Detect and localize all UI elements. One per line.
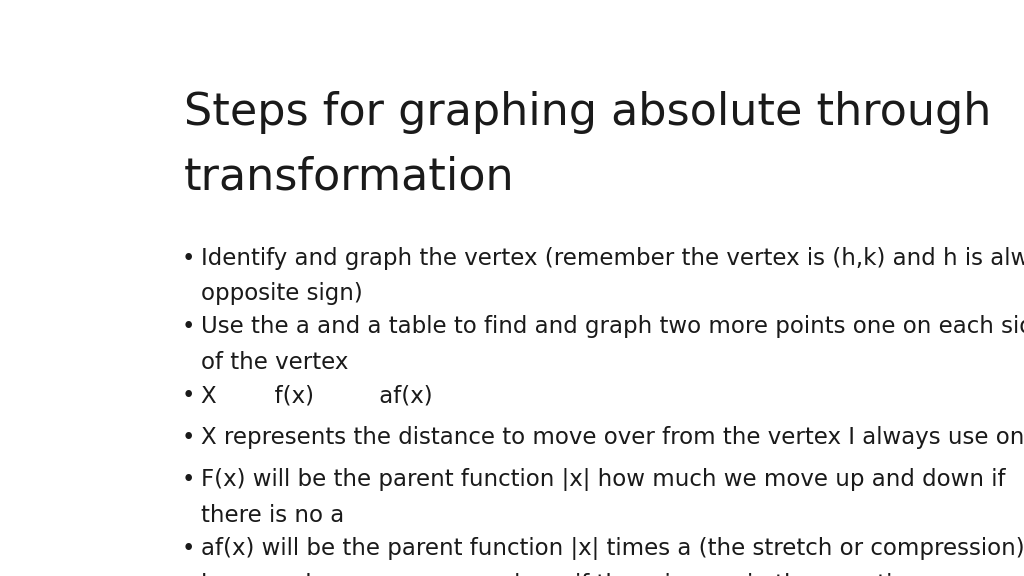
Text: of the vertex: of the vertex — [201, 351, 348, 374]
Text: transformation: transformation — [183, 156, 514, 199]
Text: how much we move up or down if there is an a in the equation: how much we move up or down if there is … — [201, 573, 921, 576]
Text: •: • — [182, 468, 196, 491]
Text: Use the a and a table to find and graph two more points one on each side: Use the a and a table to find and graph … — [201, 315, 1024, 338]
Text: •: • — [182, 426, 196, 449]
Text: X        f(x)         af(x): X f(x) af(x) — [201, 384, 432, 407]
Text: •: • — [182, 315, 196, 338]
Text: •: • — [182, 384, 196, 407]
Text: Steps for graphing absolute through: Steps for graphing absolute through — [183, 92, 991, 134]
Text: opposite sign): opposite sign) — [201, 282, 362, 305]
Text: there is no a: there is no a — [201, 504, 344, 527]
Text: •: • — [182, 537, 196, 560]
Text: Identify and graph the vertex (remember the vertex is (h,k) and h is always: Identify and graph the vertex (remember … — [201, 247, 1024, 270]
Text: F(x) will be the parent function |x| how much we move up and down if: F(x) will be the parent function |x| how… — [201, 468, 1006, 491]
Text: X represents the distance to move over from the vertex I always use one: X represents the distance to move over f… — [201, 426, 1024, 449]
Text: af(x) will be the parent function |x| times a (the stretch or compression): af(x) will be the parent function |x| ti… — [201, 537, 1024, 560]
Text: •: • — [182, 247, 196, 270]
